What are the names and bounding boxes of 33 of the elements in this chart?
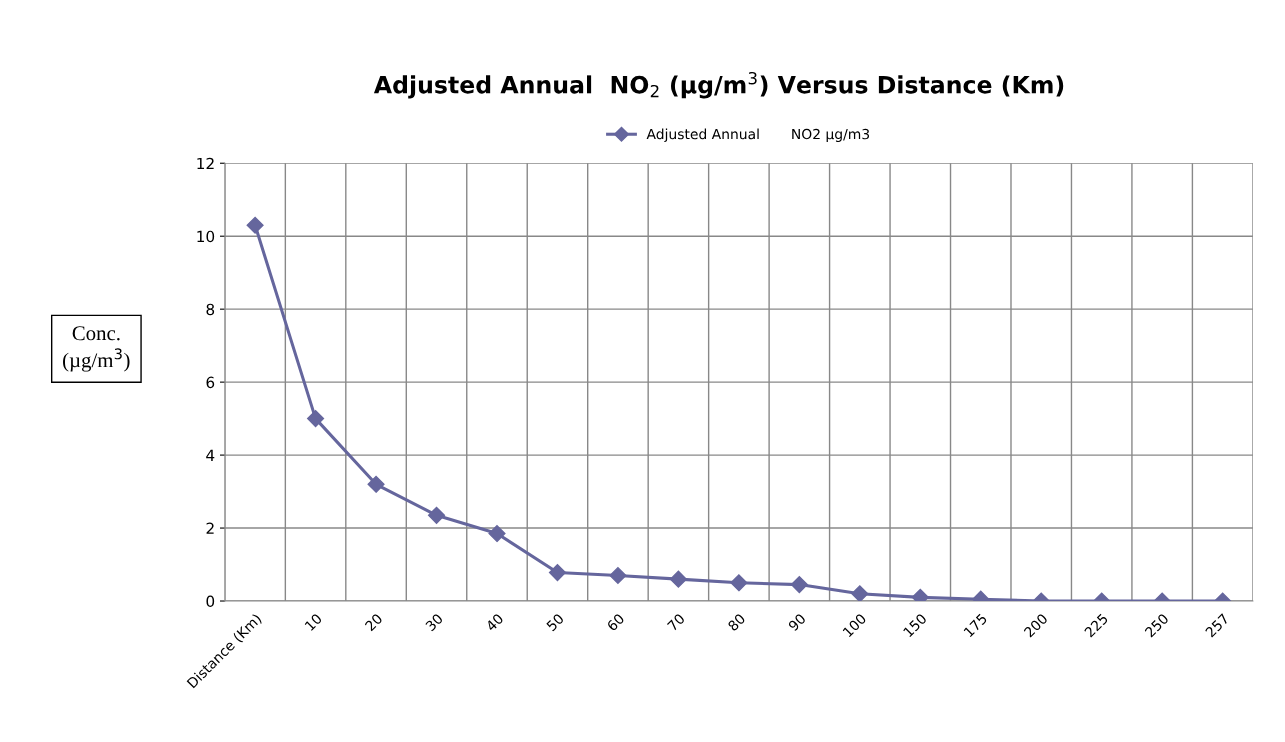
- point: [669, 570, 687, 588]
- x-tick-label: 40: [485, 612, 504, 632]
- x-tick-label: 60: [606, 612, 625, 632]
- point: [367, 475, 385, 493]
- x-tick-label: 80: [727, 612, 746, 632]
- point: [427, 506, 446, 524]
- point: [246, 216, 264, 234]
- y-tick-label: 8: [206, 303, 215, 316]
- legend-label: Adjusted Annual NO2 µg/m3: [646, 128, 870, 142]
- point: [790, 576, 808, 594]
- point: [307, 410, 325, 428]
- y-axis-title: Conc. (µg/m$^{3}$): [63, 326, 130, 372]
- y-tick-label: 2: [206, 522, 214, 534]
- x-tick-label: 50: [545, 612, 565, 632]
- x-tick-label: 175: [963, 613, 988, 638]
- chart-title: Adjusted Annual NO$_{2}$ (µg/m$^{3}$) Versus Distance (Km): [373, 71, 1064, 99]
- y-tick-label: 0: [206, 595, 215, 608]
- point: [548, 564, 567, 582]
- y-tick-label: 10: [197, 230, 215, 243]
- y-tick-label: 12: [197, 157, 214, 170]
- x-tick-label: 30: [424, 612, 444, 632]
- x-tick-label: 20: [364, 612, 383, 632]
- point: [609, 566, 627, 585]
- point: [488, 524, 506, 543]
- y-tick-label: 6: [206, 376, 215, 389]
- point: [730, 574, 748, 592]
- x-tick-label: 150: [902, 612, 928, 638]
- x-tick-label: 100: [842, 612, 867, 638]
- x-tick-label: 10: [304, 612, 323, 632]
- point: [851, 585, 869, 602]
- x-tick-label: 70: [666, 612, 686, 632]
- y-tick-label: 4: [206, 449, 215, 461]
- x-tick-label: 90: [787, 612, 807, 632]
